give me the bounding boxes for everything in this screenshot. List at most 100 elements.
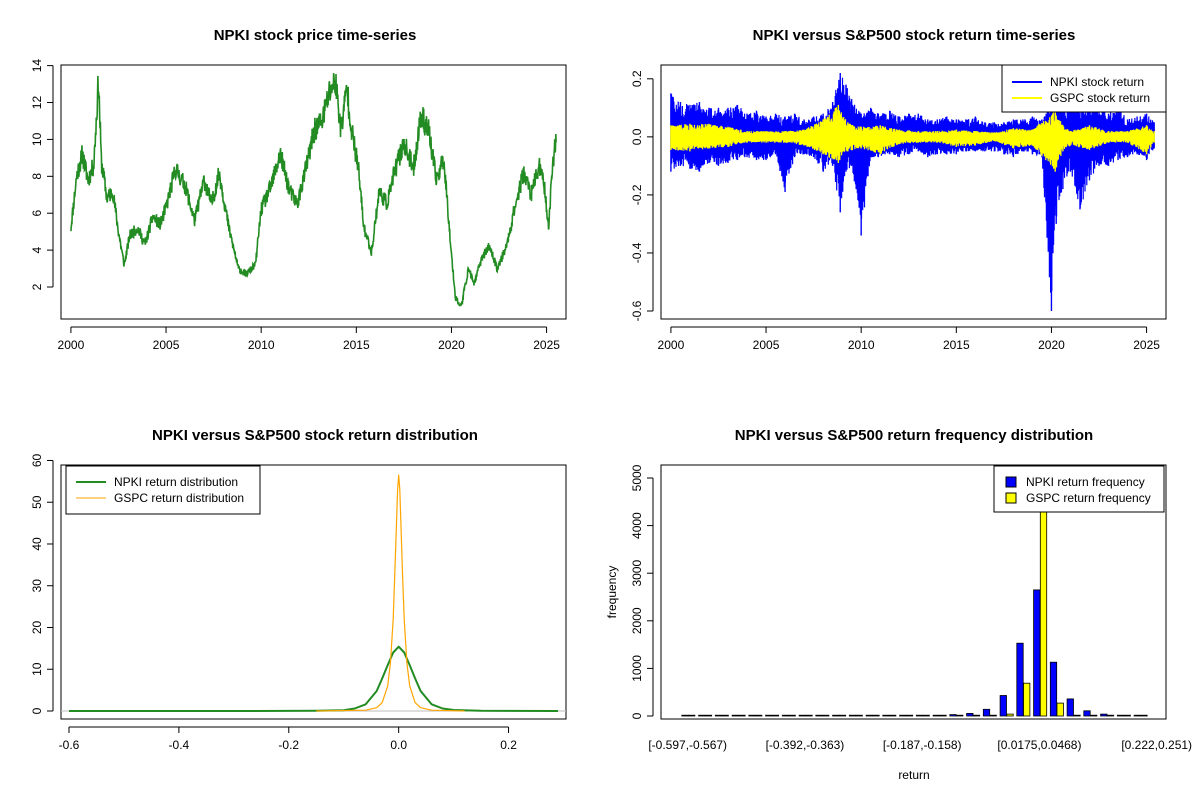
frequency-y-tick-label: 1000 [630, 655, 644, 682]
returns-x-tick-label: 2020 [1038, 338, 1065, 352]
legend-label-gspc-distribution: GSPC return distribution [114, 491, 244, 505]
axes-distribution: -0.6 -0.4 -0.2 0.0 0.2 0 10 20 30 40 50 60 [30, 453, 517, 752]
legend-label-gspc-return: GSPC stock return [1050, 91, 1150, 105]
npki-frequency-bar [731, 714, 739, 717]
npki-frequency-bar [999, 695, 1007, 717]
distribution-y-tick-label: 60 [30, 453, 44, 467]
returns-x-tick-label: 2000 [658, 338, 685, 352]
gspc-frequency-bar [1106, 714, 1115, 717]
panel-distribution: NPKI versus S&P500 stock return distribu… [30, 427, 567, 752]
gspc-frequency-bar [738, 714, 746, 717]
returns-x-tick-label: 2025 [1133, 338, 1160, 352]
npki-frequency-bar [698, 714, 706, 717]
gspc-frequency-bar [922, 714, 930, 717]
axes-returns: 2000 2005 2010 2015 2020 2025 -0.6 -0.4 -0.2 0.0 0… [630, 70, 1160, 352]
gspc-frequency-bar [721, 714, 729, 717]
gspc-frequency-bar [822, 714, 830, 717]
gspc-frequency-bar [688, 714, 696, 717]
plot-frame-price [60, 64, 567, 320]
plot-area-returns [670, 73, 1155, 311]
frequency-x-category-label: [0.222,0.251) [1121, 738, 1192, 752]
plot-area-frequency [681, 477, 1148, 717]
chart-title-distribution: NPKI versus S&P500 stock return distribu… [152, 427, 478, 444]
price-x-tick-label: 2005 [153, 338, 180, 352]
price-x-tick-label: 2010 [248, 338, 275, 352]
price-y-tick-label: 4 [30, 246, 44, 253]
gspc-frequency-bar [989, 714, 997, 717]
gspc-frequency-bar [1073, 714, 1081, 717]
gspc-frequency-bar [1006, 713, 1014, 717]
frequency-x-category-label: [-0.597,-0.567) [648, 738, 727, 752]
npki-frequency-bar [832, 714, 840, 717]
price-series-line [70, 72, 557, 307]
npki-density-line [69, 645, 559, 712]
gspc-frequency-bar [855, 714, 863, 717]
price-x-tick-label: 2020 [438, 338, 465, 352]
returns-x-tick-label: 2015 [943, 338, 970, 352]
gspc-frequency-bar [872, 714, 880, 717]
returns-y-tick-label: 0.0 [630, 128, 644, 145]
price-y-tick-label: 12 [30, 96, 44, 110]
axes-frequency: 0 1000 2000 3000 4000 5000 [-0.597,-0.567) [-0.… [630, 464, 1192, 752]
chart-title-price: NPKI stock price time-series [214, 27, 417, 44]
gspc-frequency-bar [1056, 702, 1064, 717]
legend-returns: NPKI stock return GSPC stock return [1001, 64, 1167, 113]
gspc-return-series-line [670, 107, 1155, 169]
distribution-y-tick-label: 30 [30, 579, 44, 593]
npki-frequency-bar [949, 714, 957, 717]
frequency-y-tick-label: 3000 [630, 560, 644, 587]
gspc-frequency-bar [939, 714, 947, 717]
gspc-frequency-bar [838, 714, 847, 717]
gspc-frequency-bar [956, 714, 964, 717]
legend-swatch-npki-frequency [1005, 476, 1017, 488]
npki-frequency-bar [915, 714, 924, 717]
frequency-y-tick-label: 0 [630, 712, 644, 719]
legend-label-gspc-frequency: GSPC return frequency [1026, 491, 1151, 505]
legend-label-npki-distribution: NPKI return distribution [114, 475, 238, 489]
npki-frequency-bar [848, 714, 857, 717]
npki-frequency-bar [1100, 713, 1108, 717]
gspc-frequency-bar [1140, 714, 1148, 717]
legend-box-frequency [993, 465, 1165, 513]
plot-frame-frequency [660, 464, 1167, 720]
chart-title-frequency: NPKI versus S&P500 return frequency dist… [735, 427, 1093, 444]
returns-x-tick-label: 2010 [848, 338, 875, 352]
npki-frequency-bar [1016, 642, 1024, 717]
npki-frequency-bar [932, 714, 940, 717]
distribution-x-tick-label: -0.4 [169, 738, 190, 752]
plot-frame-distribution [60, 464, 567, 720]
npki-frequency-bar [815, 714, 823, 717]
price-y-tick-label: 10 [30, 132, 44, 146]
gspc-frequency-bar [805, 714, 813, 717]
gspc-frequency-bar [1090, 714, 1098, 717]
gspc-frequency-bar [771, 714, 780, 717]
frequency-x-category-label: [-0.187,-0.158) [883, 738, 962, 752]
legend-swatch-gspc-frequency [1005, 492, 1017, 504]
npki-frequency-bar [1133, 714, 1141, 717]
npki-frequency-bar [982, 708, 991, 717]
npki-frequency-bar [1049, 661, 1058, 717]
frequency-y-tick-label: 5000 [630, 464, 644, 491]
price-y-tick-label: 2 [30, 283, 44, 290]
returns-y-tick-label: -0.2 [630, 184, 644, 205]
frequency-y-tick-label: 2000 [630, 607, 644, 634]
panel-price: NPKI stock price time-series 2000 2005 201… [30, 27, 567, 352]
distribution-y-tick-label: 20 [30, 620, 44, 634]
npki-frequency-bar [1033, 589, 1041, 717]
distribution-x-tick-label: -0.2 [278, 738, 299, 752]
price-x-tick-label: 2025 [533, 338, 560, 352]
chart-title-returns: NPKI versus S&P500 stock return time-ser… [753, 27, 1076, 44]
npki-frequency-bar [714, 714, 723, 717]
returns-y-tick-label: -0.4 [630, 242, 644, 263]
gspc-frequency-bar [889, 714, 897, 717]
gspc-frequency-bar [905, 714, 914, 717]
gspc-frequency-bar [1023, 682, 1031, 717]
price-x-tick-label: 2000 [58, 338, 85, 352]
npki-frequency-bar [1083, 710, 1091, 717]
npki-frequency-bar [865, 714, 873, 717]
x-axis-label-frequency: return [898, 768, 929, 782]
npki-frequency-bar [681, 714, 689, 717]
legend-distribution: NPKI return distribution GSPC return dis… [65, 465, 261, 515]
returns-x-tick-label: 2005 [753, 338, 780, 352]
frequency-y-tick-label: 4000 [630, 512, 644, 539]
